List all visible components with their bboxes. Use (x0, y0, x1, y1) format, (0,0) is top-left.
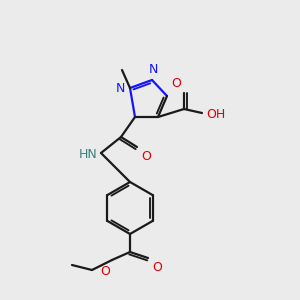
Text: N: N (116, 82, 125, 95)
Text: O: O (141, 150, 151, 163)
Text: N: N (148, 63, 158, 76)
Text: O: O (152, 261, 162, 274)
Text: O: O (100, 265, 110, 278)
Text: HN: HN (79, 148, 98, 160)
Text: OH: OH (206, 109, 225, 122)
Text: O: O (171, 77, 181, 90)
